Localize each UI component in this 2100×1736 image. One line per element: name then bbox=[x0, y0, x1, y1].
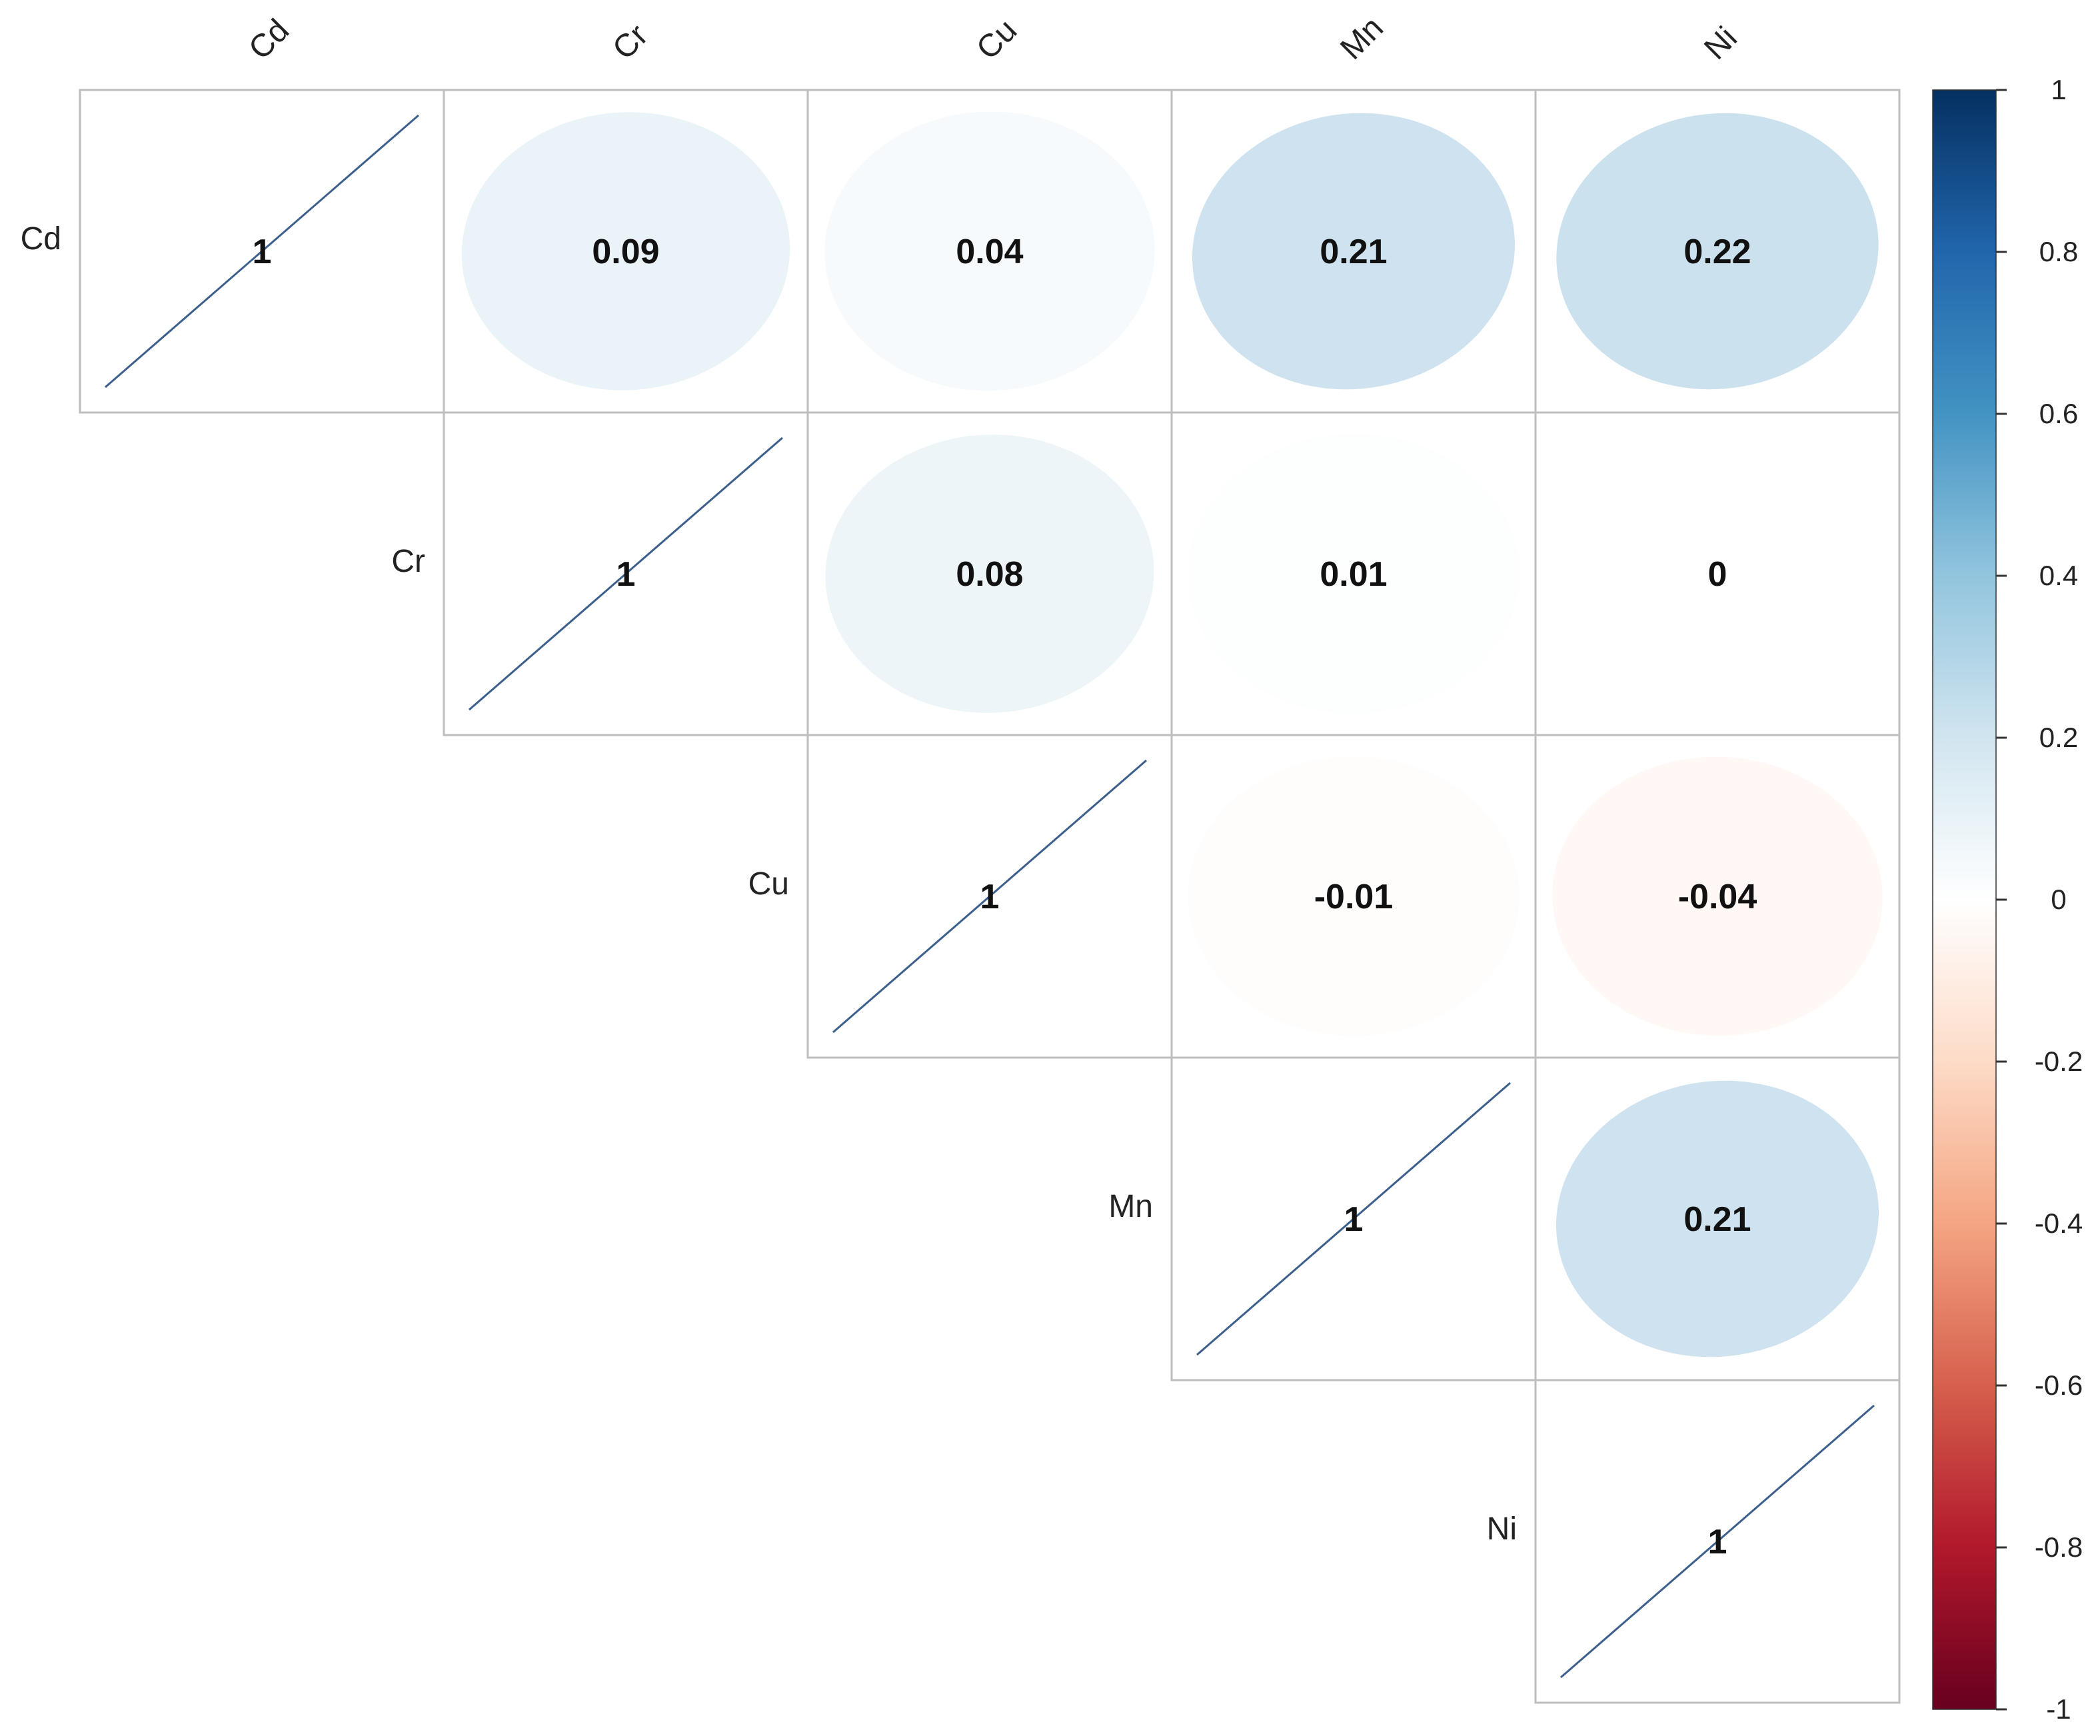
row-label-cr: Cr bbox=[391, 544, 425, 579]
colorbar-tick-label: -0.2 bbox=[2035, 1046, 2083, 1077]
diagonal-value-label: 1 bbox=[616, 555, 636, 594]
colorbar-tick-label: 1 bbox=[2051, 74, 2066, 105]
diagonal-line bbox=[1196, 1082, 1511, 1356]
correlation-ellipse bbox=[1556, 113, 1879, 390]
colorbar-tick-label: 0.4 bbox=[2039, 560, 2078, 591]
correlation-value-label: 0.08 bbox=[956, 555, 1023, 594]
colorbar-gradient bbox=[1932, 89, 1997, 1710]
cell-Cd-Cu: 0.04 bbox=[806, 89, 1173, 414]
diagonal-value-label: 1 bbox=[1708, 1523, 1727, 1561]
colorbar-tick-label: 0.6 bbox=[2039, 398, 2078, 429]
cell-Cd-Ni: 0.22 bbox=[1534, 89, 1901, 414]
row-label-cu: Cu bbox=[748, 866, 789, 902]
cell-Cu-Ni: -0.04 bbox=[1534, 734, 1901, 1059]
correlation-value-label: 0.04 bbox=[956, 233, 1023, 271]
diagonal-value-label: 1 bbox=[980, 878, 1000, 916]
colorbar-tick-label: -0.6 bbox=[2035, 1369, 2083, 1401]
cell-Cd-Cr: 0.09 bbox=[443, 89, 809, 414]
column-label-cr: Cr bbox=[606, 17, 654, 66]
correlation-value-label: -0.01 bbox=[1314, 878, 1394, 916]
cell-Ni-Ni: 1 bbox=[1534, 1379, 1901, 1704]
cell-Cr-Ni: 0 bbox=[1534, 411, 1901, 736]
correlation-value-label: 0.01 bbox=[1320, 555, 1387, 594]
correlation-ellipse bbox=[1188, 434, 1520, 714]
colorbar-tick-label: -0.4 bbox=[2035, 1208, 2083, 1239]
correlation-ellipse bbox=[1192, 113, 1516, 390]
column-label-ni: Ni bbox=[1697, 20, 1744, 67]
correlation-ellipse bbox=[1188, 756, 1520, 1036]
correlation-ellipse bbox=[461, 112, 790, 391]
correlation-value-label: 0.09 bbox=[592, 233, 659, 271]
correlation-value-label: 0.21 bbox=[1320, 233, 1387, 271]
colorbar: 1 0.8 0.6 0.4 0.2 0 -0.2 -0.4 -0.6 -0.8 -1 bbox=[1932, 74, 2083, 1725]
diagonal-line bbox=[469, 436, 783, 711]
cell-Cr-Mn: 0.01 bbox=[1170, 411, 1537, 736]
correlation-value-label: 0.22 bbox=[1683, 233, 1751, 271]
correlation-ellipse bbox=[1552, 756, 1883, 1036]
colorbar-tick-label: 0.2 bbox=[2039, 722, 2078, 753]
cell-Cu-Cu: 1 bbox=[806, 734, 1173, 1059]
colorbar-tick-label: 0.8 bbox=[2039, 236, 2078, 267]
colorbar-tick-label: 0 bbox=[2051, 884, 2066, 915]
column-label-cd: Cd bbox=[242, 13, 296, 67]
column-label-mn: Mn bbox=[1334, 10, 1390, 67]
cell-Cd-Cd: 1 bbox=[79, 89, 445, 414]
cell-Cr-Cr: 1 bbox=[443, 411, 809, 736]
diagonal-value-label: 1 bbox=[253, 233, 272, 271]
correlation-value-label: 0 bbox=[1708, 555, 1727, 594]
matrix-cells: 1 0.09 0.04 0.21 0.22 1 0.08 0.01 0 1 -0.01 -0.04 1 0… bbox=[79, 89, 1901, 1704]
cell-Mn-Ni: 0.21 bbox=[1534, 1056, 1901, 1381]
colorbar-tick-label: -1 bbox=[2046, 1693, 2071, 1725]
correlation-ellipse bbox=[824, 111, 1155, 391]
diagonal-value-label: 1 bbox=[1344, 1200, 1364, 1239]
row-label-ni: Ni bbox=[1487, 1511, 1517, 1547]
cell-Cu-Mn: -0.01 bbox=[1170, 734, 1537, 1059]
column-label-cu: Cu bbox=[970, 13, 1024, 67]
colorbar-tick-label: -0.8 bbox=[2035, 1531, 2083, 1563]
cell-Cr-Cu: 0.08 bbox=[806, 411, 1173, 736]
cell-Mn-Mn: 1 bbox=[1170, 1056, 1537, 1381]
diagonal-line bbox=[105, 114, 419, 389]
row-label-mn: Mn bbox=[1108, 1189, 1153, 1224]
correlation-ellipse bbox=[1552, 434, 1883, 714]
correlation-value-label: 0.21 bbox=[1683, 1200, 1751, 1239]
correlation-ellipse bbox=[825, 434, 1154, 713]
diagonal-line bbox=[1560, 1404, 1875, 1679]
cell-Cd-Mn: 0.21 bbox=[1170, 89, 1537, 414]
correlation-value-label: -0.04 bbox=[1678, 878, 1757, 916]
row-label-cd: Cd bbox=[21, 221, 61, 257]
diagonal-line bbox=[832, 759, 1147, 1034]
correlation-ellipse bbox=[1556, 1080, 1879, 1357]
